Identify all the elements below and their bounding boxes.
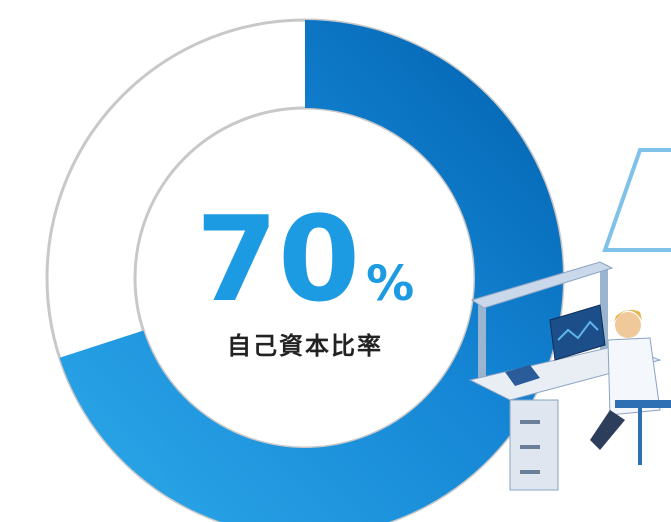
- donut-segment: [59, 20, 563, 522]
- hair: [614, 309, 642, 322]
- monitor: [549, 304, 606, 361]
- shelf-post: [478, 300, 486, 380]
- value-label: 70%: [196, 190, 414, 328]
- chair: [615, 400, 671, 408]
- drawer-handle: [520, 420, 540, 424]
- lab-coat: [607, 337, 661, 416]
- shelf-post: [600, 265, 608, 355]
- category-label: 自己資本比率: [227, 332, 383, 360]
- drawer-handle: [520, 445, 540, 449]
- deco-outline: [602, 148, 671, 252]
- leg: [590, 410, 625, 450]
- device: [505, 365, 540, 386]
- head: [615, 312, 641, 338]
- drawer-handle: [520, 470, 540, 474]
- illustration: [468, 261, 671, 491]
- monitor-graph: [557, 320, 599, 341]
- shelf: [470, 261, 614, 309]
